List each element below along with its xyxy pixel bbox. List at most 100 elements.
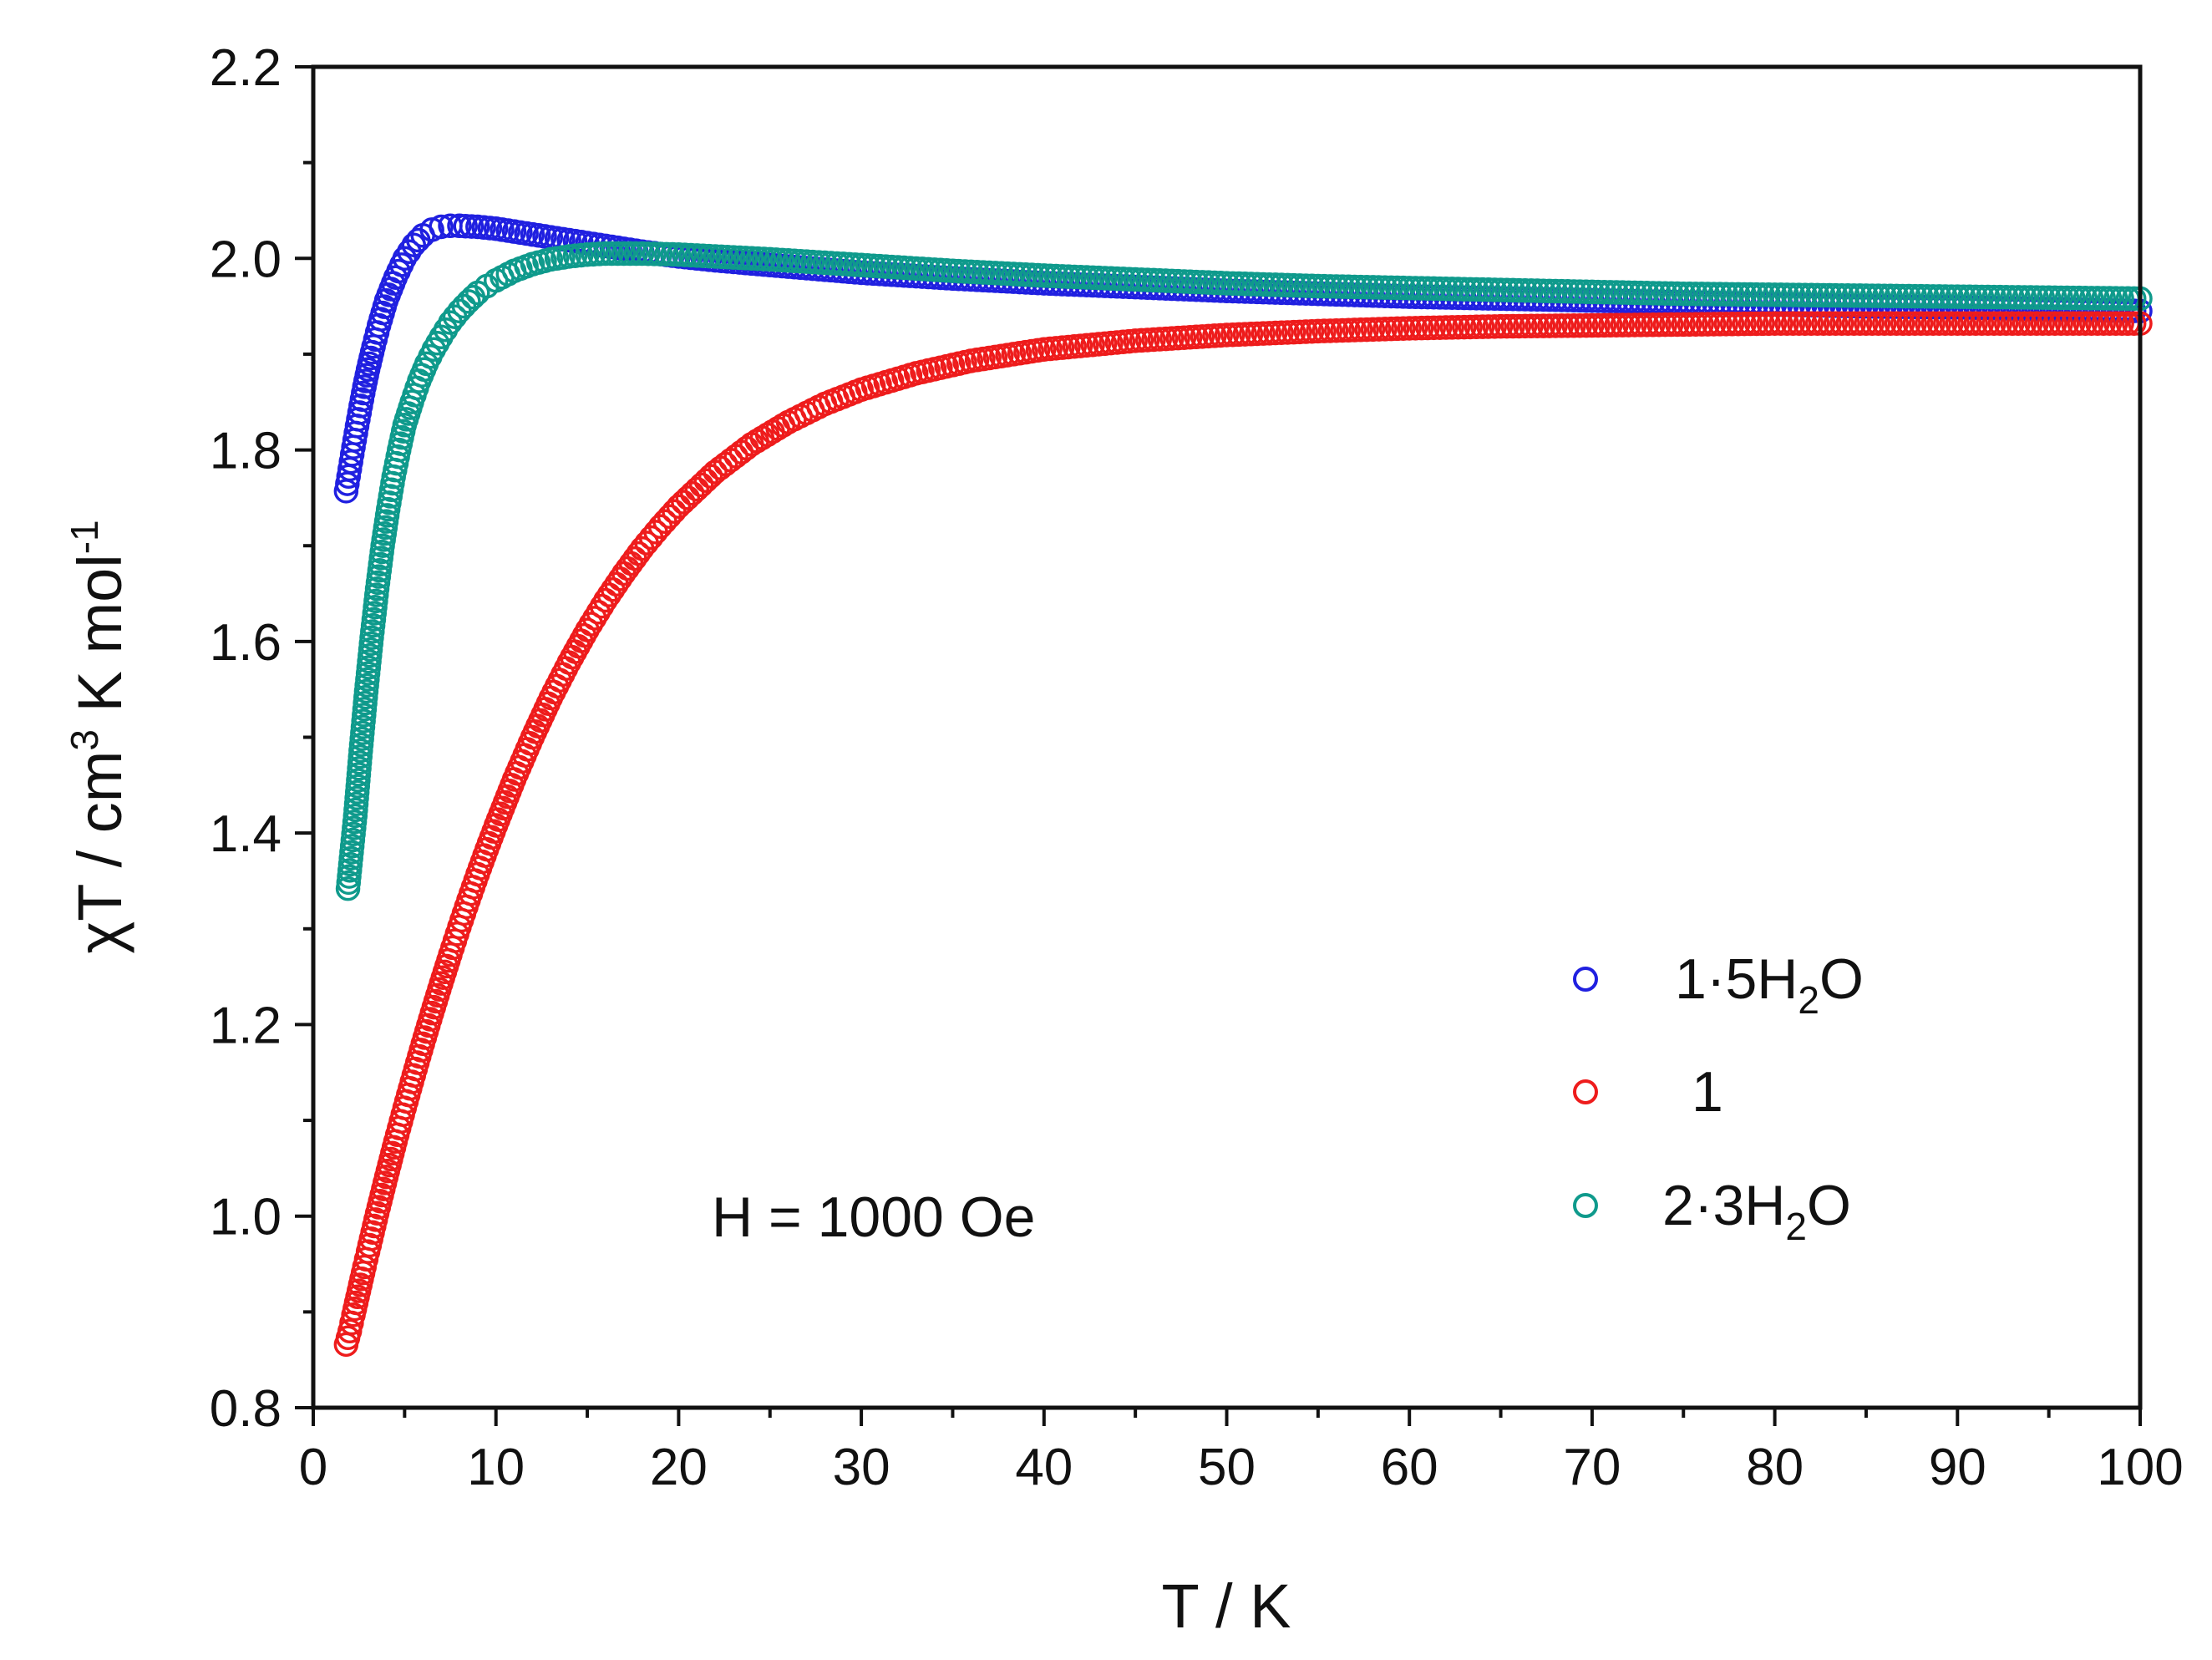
data-point <box>1500 313 1525 339</box>
data-point <box>1427 276 1453 302</box>
data-point <box>688 472 714 498</box>
y-axis-title-kmol: K mol <box>65 554 134 729</box>
y-axis-title-t: T / cm <box>65 751 134 921</box>
data-point <box>1367 275 1392 300</box>
data-point <box>1811 311 1836 336</box>
data-point <box>693 468 718 494</box>
data-point <box>2061 311 2086 336</box>
data-point <box>1616 312 1641 338</box>
data-point <box>1555 279 1580 304</box>
data-point <box>1841 311 1867 336</box>
data-point <box>2109 311 2134 336</box>
data-point <box>1726 282 1751 307</box>
data-point <box>1969 311 1995 336</box>
data-point <box>1500 277 1525 303</box>
data-point <box>1683 282 1708 307</box>
data-point <box>1945 284 1971 309</box>
data-point <box>1610 312 1636 338</box>
y-tick-label-1.4: 1.4 <box>210 805 282 863</box>
data-point <box>1622 280 1647 306</box>
data-point <box>1403 276 1428 301</box>
data-point <box>1976 311 2001 336</box>
data-point <box>2036 311 2062 336</box>
data-point <box>1884 283 1910 309</box>
data-point <box>1342 274 1367 300</box>
data-point <box>1701 282 1727 307</box>
data-point <box>1323 274 1349 299</box>
data-point <box>1525 278 1550 303</box>
legend: 1·5H2O 1 2·3H2O <box>1573 947 1864 1248</box>
legend-marker-1-5h2o <box>1573 967 1598 992</box>
legend-marker-1 <box>1573 1079 1598 1104</box>
data-point <box>1641 312 1666 338</box>
data-point <box>1847 311 1873 336</box>
data-point <box>2048 311 2073 336</box>
data-point <box>1445 315 1471 340</box>
data-point <box>1482 314 1508 339</box>
data-point <box>1634 281 1660 306</box>
data-point <box>671 490 696 515</box>
data-point <box>1963 311 1988 336</box>
y-axis-title-exp3: 3 <box>63 729 106 751</box>
x-tick-label-40: 40 <box>1015 1439 1073 1496</box>
data-point <box>1354 275 1379 300</box>
x-tick-label-0: 0 <box>299 1439 327 1496</box>
data-point <box>1452 277 1477 302</box>
y-tick-label-0.8: 0.8 <box>210 1380 282 1438</box>
data-point <box>1488 277 1514 302</box>
data-point <box>1384 275 1410 301</box>
data-point <box>1908 283 1934 309</box>
data-point <box>1811 282 1836 308</box>
data-point <box>1817 311 1842 336</box>
data-point <box>1360 275 1386 300</box>
data-point <box>1987 284 2013 310</box>
data-point <box>451 293 477 319</box>
data-point <box>1993 311 2019 336</box>
data-point <box>1780 282 1806 307</box>
data-point <box>1756 282 1782 307</box>
x-tick-label-70: 70 <box>1563 1439 1621 1496</box>
data-point <box>1543 278 1568 304</box>
data-point <box>2078 286 2104 311</box>
data-point <box>1646 281 1672 306</box>
legend-marker-2-3h2o <box>1573 1193 1598 1218</box>
legend-label-2-3h2o: 2·3H2O <box>1662 1174 1851 1248</box>
data-point <box>1372 275 1398 300</box>
x-axis-title: T / K <box>1162 1571 1291 1641</box>
data-point <box>666 494 692 519</box>
data-point <box>1804 311 1830 336</box>
data-point <box>1641 281 1666 306</box>
series-layer <box>333 213 2153 1358</box>
data-point <box>2103 286 2128 311</box>
data-point <box>1865 311 1891 336</box>
data-point <box>1762 311 1788 336</box>
data-point <box>1695 282 1721 307</box>
data-point <box>1464 314 1489 340</box>
data-point <box>1872 283 1897 308</box>
data-point <box>2024 285 2049 310</box>
data-point <box>1665 281 1690 307</box>
data-point <box>586 600 611 625</box>
data-point <box>1415 315 1440 341</box>
data-point <box>1469 314 1495 339</box>
x-tick-label-10: 10 <box>467 1439 525 1496</box>
data-point <box>2061 285 2086 311</box>
data-point <box>1793 311 1818 336</box>
data-point <box>1622 312 1647 338</box>
data-point <box>1634 312 1660 338</box>
plot-frame <box>311 64 2143 1410</box>
data-point <box>1671 312 1696 338</box>
data-point <box>2000 285 2025 310</box>
data-point <box>1628 280 1653 306</box>
data-point <box>1677 312 1702 338</box>
data-point <box>1915 284 1940 309</box>
data-point <box>2054 311 2080 336</box>
data-point <box>1433 315 1459 340</box>
data-point <box>1628 312 1653 338</box>
data-point <box>1926 284 1952 309</box>
data-point <box>2085 286 2110 311</box>
x-tick-label-80: 80 <box>1746 1439 1804 1496</box>
data-point <box>1482 277 1508 302</box>
data-point <box>1993 285 2019 310</box>
data-point <box>1567 279 1593 304</box>
